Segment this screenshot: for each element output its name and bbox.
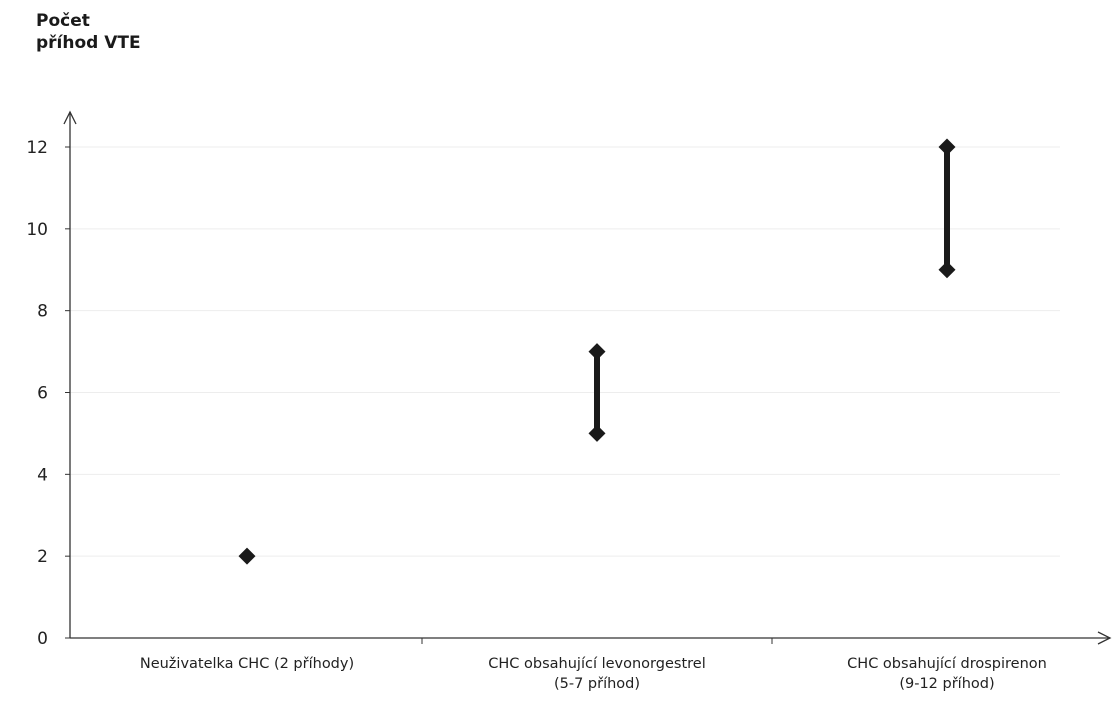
y-axis-arrow xyxy=(63,110,77,125)
point-marker-1 xyxy=(238,547,256,565)
axes xyxy=(63,110,1112,645)
y-tick-label-8: 8 xyxy=(37,302,48,322)
y-tick-labels: 0 2 4 6 8 10 12 xyxy=(26,138,48,649)
x-category-label-1: Neuživatelka CHC (2 příhody) xyxy=(140,656,354,672)
y-axis-title-line-1: Počet xyxy=(36,11,90,31)
grid-lines xyxy=(70,146,1060,557)
y-tick-label-10: 10 xyxy=(26,220,48,240)
y-tick-label-12: 12 xyxy=(26,138,48,158)
range-high-marker-2 xyxy=(588,343,606,361)
x-category-label-2-line-2: (5-7 příhod) xyxy=(554,676,640,692)
y-tick-label-4: 4 xyxy=(37,465,48,485)
data-marks xyxy=(238,138,956,565)
x-axis-arrow xyxy=(1097,631,1112,645)
range-low-marker-3 xyxy=(938,261,956,279)
range-high-marker-3 xyxy=(938,138,956,156)
y-axis-title: Počet příhod VTE xyxy=(36,10,141,54)
range-low-marker-2 xyxy=(588,424,606,442)
x-category-label-2-line-1: CHC obsahující levonorgestrel xyxy=(488,656,705,672)
x-category-labels: Neuživatelka CHC (2 příhody) CHC obsahují… xyxy=(140,656,1047,692)
y-axis-title-line-2: příhod VTE xyxy=(36,33,141,53)
x-category-label-3-line-1: CHC obsahující drospirenon xyxy=(847,656,1047,672)
y-tick-label-2: 2 xyxy=(37,547,48,567)
y-tick-label-0: 0 xyxy=(37,629,48,649)
y-tick-label-6: 6 xyxy=(37,384,48,404)
x-category-label-3-line-2: (9-12 příhod) xyxy=(899,676,994,692)
